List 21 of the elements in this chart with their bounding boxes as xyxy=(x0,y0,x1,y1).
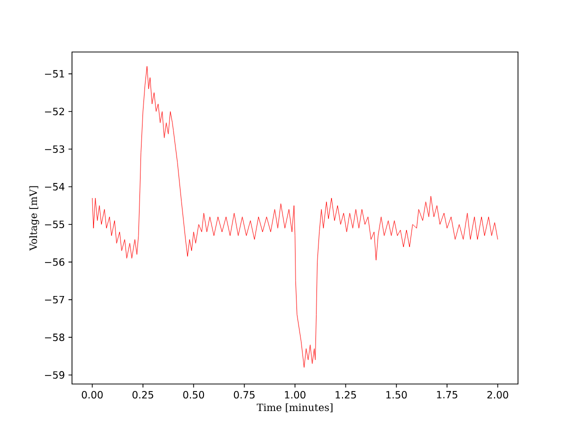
y-tick-label: −55 xyxy=(45,220,64,228)
x-tick-label: 1.75 xyxy=(437,391,458,398)
y-tick-label: −52 xyxy=(45,108,64,116)
y-axis-title: Voltage [mV] xyxy=(29,186,40,251)
y-tick-label: −53 xyxy=(45,145,64,153)
x-tick-label: 2.00 xyxy=(487,391,508,399)
x-tick-label: 1.50 xyxy=(386,391,407,399)
x-tick-label: 1.00 xyxy=(285,391,306,399)
x-tick-label: 1.25 xyxy=(336,391,356,399)
y-tick-label: −59 xyxy=(45,371,64,379)
y-tick-label: −58 xyxy=(45,334,64,342)
x-tick-label: 0.00 xyxy=(82,391,103,399)
x-tick-label: 0.25 xyxy=(132,391,154,399)
line-series xyxy=(92,66,498,368)
y-tick-label: −51 xyxy=(45,70,64,78)
x-tick-label: 0.75 xyxy=(234,391,255,399)
x-axis-title: Time [minutes] xyxy=(256,403,332,412)
y-tick-label: −57 xyxy=(45,296,64,304)
x-tick-label: 0.50 xyxy=(183,391,204,399)
y-tick-label: −56 xyxy=(45,258,64,266)
y-tick-label: −54 xyxy=(45,183,64,190)
